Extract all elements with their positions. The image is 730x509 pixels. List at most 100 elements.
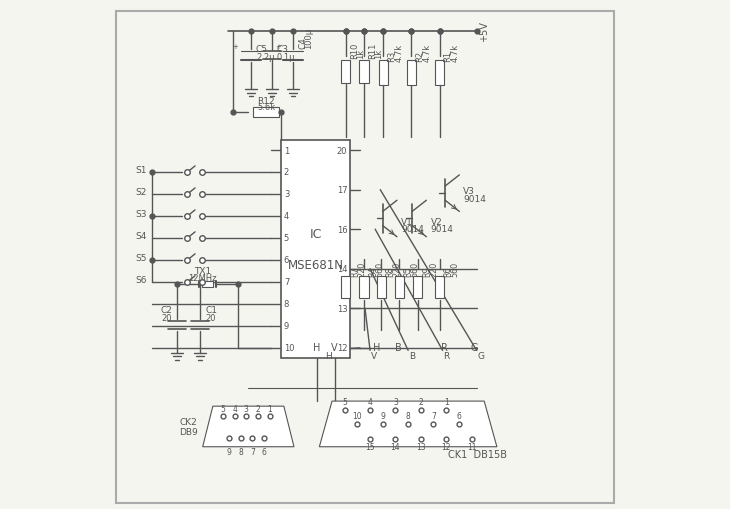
Text: B: B <box>395 343 402 353</box>
FancyBboxPatch shape <box>413 276 423 299</box>
Text: 20: 20 <box>205 314 216 322</box>
Text: B: B <box>409 351 415 360</box>
Text: 13: 13 <box>337 304 347 313</box>
Text: 220: 220 <box>429 262 438 277</box>
Text: 4.7k: 4.7k <box>423 43 431 62</box>
FancyBboxPatch shape <box>435 61 444 86</box>
Text: S6: S6 <box>135 275 147 285</box>
Text: S3: S3 <box>135 210 147 218</box>
Text: H: H <box>313 343 320 353</box>
Text: R2: R2 <box>415 50 424 62</box>
Text: 12: 12 <box>337 344 347 353</box>
Text: V: V <box>331 343 338 353</box>
Text: +: + <box>274 44 281 50</box>
Text: 2.2μ: 2.2μ <box>256 52 274 62</box>
FancyBboxPatch shape <box>435 276 444 299</box>
Text: 14: 14 <box>391 442 400 451</box>
Text: 13: 13 <box>416 442 426 451</box>
Text: 6: 6 <box>456 411 461 420</box>
Text: MSE681N: MSE681N <box>288 258 344 271</box>
Text: 5: 5 <box>284 234 289 243</box>
Text: C2: C2 <box>161 306 172 315</box>
Text: H: H <box>326 351 332 360</box>
Text: 8: 8 <box>406 411 410 420</box>
Text: CK1  DB15B: CK1 DB15B <box>448 449 507 459</box>
Text: 5.6k: 5.6k <box>257 103 275 111</box>
Text: R6: R6 <box>444 266 453 277</box>
Polygon shape <box>203 406 294 447</box>
FancyBboxPatch shape <box>202 282 213 288</box>
Text: V2: V2 <box>431 217 442 226</box>
Text: 4.7k: 4.7k <box>450 43 460 62</box>
Text: 3: 3 <box>393 398 398 406</box>
Text: 4: 4 <box>232 405 237 413</box>
Text: S2: S2 <box>136 188 147 196</box>
Text: 20: 20 <box>162 314 172 322</box>
FancyBboxPatch shape <box>281 140 350 358</box>
Text: 11: 11 <box>466 442 476 451</box>
Text: 2: 2 <box>284 168 289 177</box>
Text: R5: R5 <box>404 266 412 277</box>
FancyBboxPatch shape <box>379 61 388 86</box>
Text: 4: 4 <box>368 398 372 406</box>
Text: 220: 220 <box>357 262 366 277</box>
Text: 560: 560 <box>450 262 460 277</box>
Polygon shape <box>319 401 497 447</box>
FancyBboxPatch shape <box>253 108 279 117</box>
FancyBboxPatch shape <box>377 276 385 299</box>
Text: 6: 6 <box>261 447 266 457</box>
Text: 16: 16 <box>337 225 347 234</box>
Text: 9: 9 <box>226 447 231 457</box>
Text: 560: 560 <box>375 262 384 277</box>
Text: +: + <box>233 44 239 50</box>
Text: S1: S1 <box>135 165 147 175</box>
Text: 9014: 9014 <box>431 225 453 234</box>
FancyBboxPatch shape <box>407 61 415 86</box>
FancyBboxPatch shape <box>359 61 369 83</box>
Text: 12: 12 <box>442 442 451 451</box>
Text: 1k: 1k <box>356 49 365 59</box>
Text: 2: 2 <box>255 405 261 413</box>
Text: S4: S4 <box>136 232 147 240</box>
Text: IC: IC <box>310 228 322 241</box>
Text: 3: 3 <box>244 405 249 413</box>
Text: C3: C3 <box>277 45 289 54</box>
Text: R4: R4 <box>368 266 377 277</box>
Text: R10: R10 <box>350 43 358 59</box>
Text: V3: V3 <box>464 187 475 196</box>
Text: 10: 10 <box>284 344 294 353</box>
Text: V1: V1 <box>401 217 413 226</box>
Text: 6: 6 <box>284 256 289 265</box>
Text: V: V <box>371 351 377 360</box>
Text: 7: 7 <box>284 278 289 287</box>
FancyBboxPatch shape <box>359 276 369 299</box>
Text: 9: 9 <box>380 411 385 420</box>
Text: CK2
DB9: CK2 DB9 <box>179 417 198 436</box>
Text: TX1: TX1 <box>194 267 211 276</box>
FancyBboxPatch shape <box>341 276 350 299</box>
Text: 1: 1 <box>267 405 272 413</box>
Text: R8: R8 <box>385 266 394 277</box>
Text: R12: R12 <box>257 97 275 106</box>
Text: 220: 220 <box>393 262 402 277</box>
Text: 7: 7 <box>250 447 255 457</box>
Text: 100μ: 100μ <box>304 28 313 49</box>
Text: 5: 5 <box>220 405 226 413</box>
Text: 17: 17 <box>337 186 347 195</box>
Text: 15: 15 <box>365 442 375 451</box>
Text: 12MHz: 12MHz <box>188 274 217 283</box>
Text: R: R <box>441 343 448 353</box>
FancyBboxPatch shape <box>395 276 404 299</box>
Text: 1: 1 <box>284 146 289 155</box>
Text: 4.7k: 4.7k <box>394 43 404 62</box>
Text: C1: C1 <box>205 306 218 315</box>
Text: 9: 9 <box>284 322 289 331</box>
Text: C4: C4 <box>298 37 307 49</box>
FancyBboxPatch shape <box>341 61 350 83</box>
Text: 9014: 9014 <box>464 194 486 203</box>
Text: 560: 560 <box>411 262 420 277</box>
Text: R: R <box>444 351 450 360</box>
Text: 5: 5 <box>342 398 347 406</box>
Text: 20: 20 <box>337 146 347 155</box>
Text: R11: R11 <box>368 43 377 59</box>
